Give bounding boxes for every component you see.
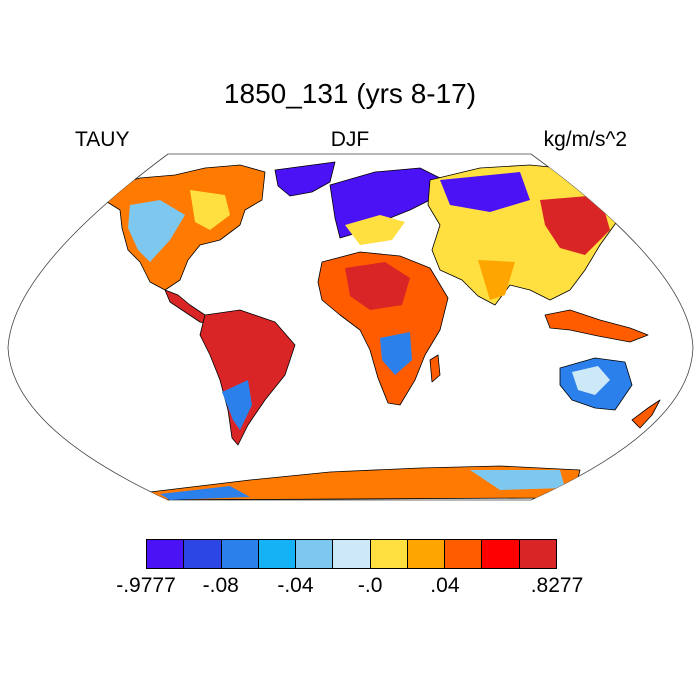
antarctica bbox=[149, 465, 581, 500]
north-america-gold bbox=[190, 190, 230, 230]
new-zealand bbox=[631, 399, 661, 429]
season-label: DJF bbox=[330, 128, 370, 151]
madagascar bbox=[429, 354, 441, 383]
colorbar-box-7 bbox=[407, 540, 446, 568]
africa-blue bbox=[380, 332, 412, 375]
variable-label: TAUY bbox=[75, 128, 130, 151]
colorbar-label-5: .8277 bbox=[530, 574, 584, 597]
asia-blue bbox=[440, 172, 530, 212]
africa-red bbox=[345, 262, 410, 310]
colorbar-box-6 bbox=[370, 540, 408, 568]
units-label: kg/m/s^2 bbox=[543, 128, 627, 151]
colorbar-label-0: -.9777 bbox=[116, 574, 176, 597]
antarctica-blue-2 bbox=[470, 470, 565, 490]
colorbar-box-3 bbox=[258, 540, 297, 568]
colorbar-label-1: -.08 bbox=[202, 574, 239, 597]
colorbar-box-10 bbox=[519, 540, 556, 568]
antarctica-blue bbox=[160, 486, 250, 500]
colorbar-box-9 bbox=[482, 540, 520, 568]
colorbar-label-4: .04 bbox=[430, 574, 460, 597]
north-america-blue bbox=[128, 200, 185, 262]
maritime-continent bbox=[544, 309, 649, 343]
colorbar-label-2: -.04 bbox=[277, 574, 314, 597]
colorbar-box-0 bbox=[147, 540, 185, 568]
colorbar-box-1 bbox=[184, 540, 222, 568]
south-america-blue bbox=[222, 380, 252, 430]
colorbar-box-5 bbox=[333, 540, 371, 568]
colorbar-box-4 bbox=[296, 540, 334, 568]
europe-gold bbox=[345, 215, 405, 245]
colorbar bbox=[146, 539, 557, 569]
map-title: 1850_131 (yrs 8-17) bbox=[223, 78, 477, 109]
south-america bbox=[199, 309, 296, 446]
greenland bbox=[274, 161, 336, 197]
colorbar-box-2 bbox=[221, 540, 259, 568]
colorbar-label-3: -.0 bbox=[357, 574, 383, 597]
europe bbox=[329, 167, 441, 239]
colorbar-box-8 bbox=[445, 540, 483, 568]
india bbox=[478, 260, 515, 300]
asia-red bbox=[540, 195, 610, 255]
australia-light bbox=[572, 366, 610, 395]
